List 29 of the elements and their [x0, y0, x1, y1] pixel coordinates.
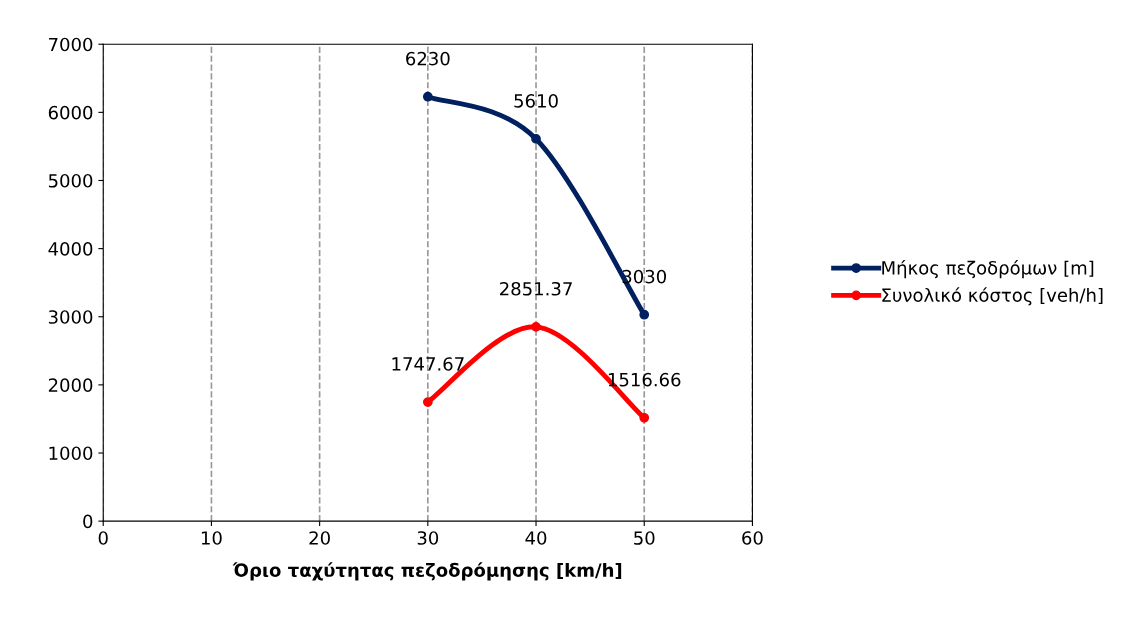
- data-label: 1747.67: [392, 357, 464, 371]
- x-tick-label: 60: [742, 531, 763, 545]
- data-label: 1516.66: [608, 372, 681, 387]
- point: [639, 309, 650, 320]
- data-label: 5610: [514, 94, 558, 108]
- data-label: 6230: [406, 51, 450, 66]
- legend-label: Συνολικό κόστος [veh/h]: [882, 287, 1103, 306]
- y-tick-label: 0: [83, 514, 93, 529]
- y-tick-label: 2000: [48, 378, 93, 392]
- x-tick-label: 10: [201, 531, 222, 545]
- point: [531, 134, 541, 144]
- x-tick-label: 20: [309, 531, 330, 545]
- point: [639, 412, 650, 423]
- y-tick-label: 5000: [48, 173, 93, 188]
- x-tick-label: 0: [98, 531, 108, 545]
- data-label: 2851.37: [500, 281, 572, 296]
- point: [422, 91, 433, 102]
- y-tick-label: 7000: [49, 37, 93, 52]
- x-tick-label: 50: [634, 531, 655, 545]
- y-tick-label: 6000: [48, 105, 93, 120]
- x-tick-label: 40: [525, 531, 547, 545]
- y-tick-label: 3000: [48, 310, 93, 324]
- x-axis-title: Όριο ταχύτητας πεζοδρόμησης [km/h]: [232, 562, 622, 581]
- y-tick-label: 1000: [49, 446, 93, 461]
- x-tick-label: 30: [417, 531, 439, 545]
- point: [531, 322, 541, 332]
- legend-label: Μήκος πεζοδρόμων [m]: [882, 259, 1094, 279]
- y-tick-label: 4000: [48, 242, 93, 256]
- point: [422, 397, 433, 407]
